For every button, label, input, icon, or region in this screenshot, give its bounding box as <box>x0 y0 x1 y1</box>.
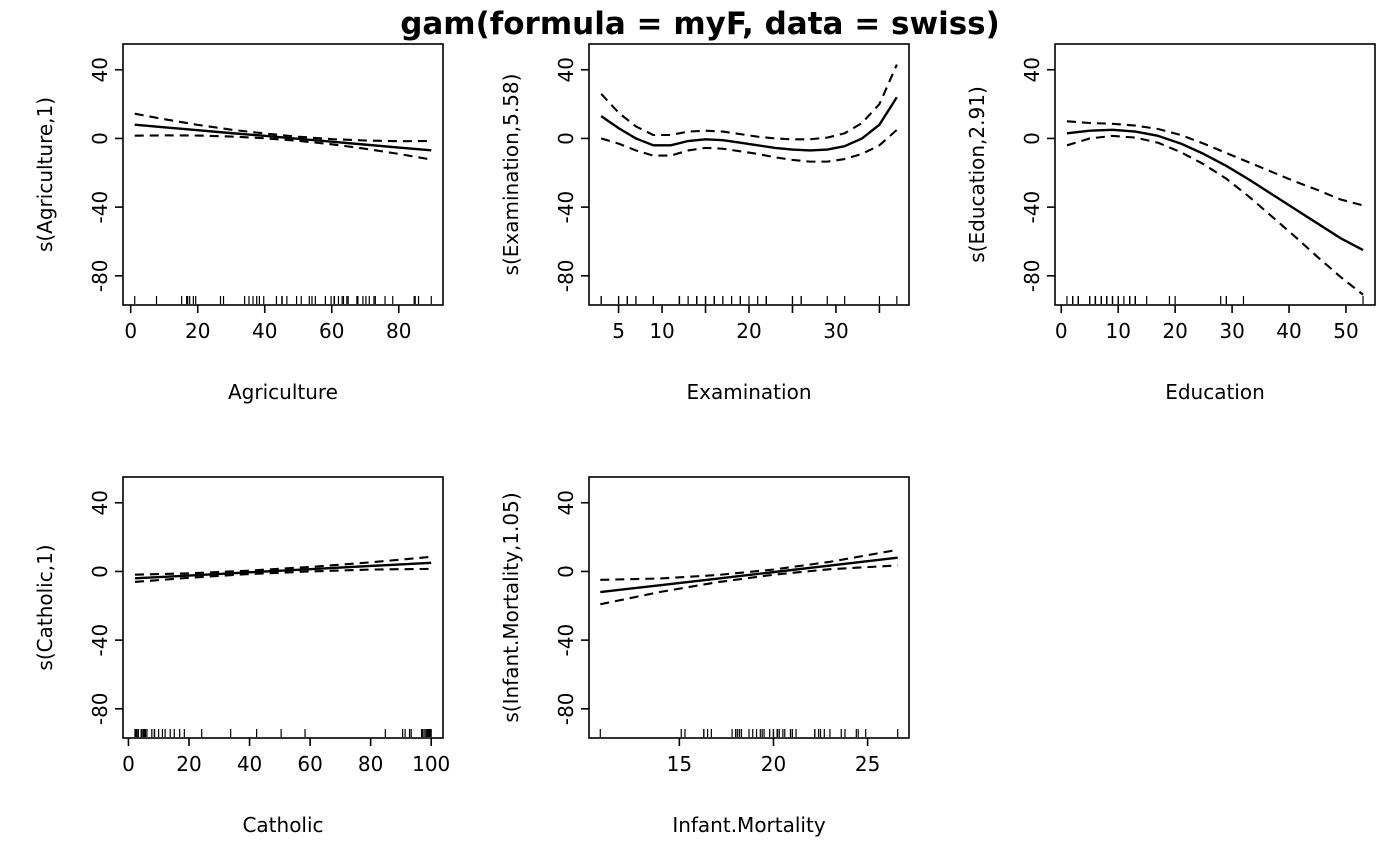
plot-box <box>122 43 444 306</box>
y-axis-title: s(Examination,5.58) <box>499 74 523 276</box>
upper-ci-line <box>600 64 898 141</box>
lower-ci-line <box>134 134 432 161</box>
x-axis-title: Education <box>1165 380 1265 404</box>
fit-line <box>600 556 898 594</box>
y-tick-label: -40 <box>554 624 578 657</box>
y-tick-label: -80 <box>88 259 112 292</box>
chart-svg-infant-mortality: 15 20 25 -80 -40 0 40 Infant.Mortality s(Infant.… <box>499 476 910 837</box>
x-axis-title: Examination <box>686 380 811 404</box>
lower-ci-line <box>600 564 898 606</box>
x-tick-label: 5 <box>612 319 625 343</box>
x-tick-label: 60 <box>319 319 344 343</box>
fit-line <box>134 123 432 152</box>
lower-ci-line <box>134 567 432 583</box>
y-tick-label: 40 <box>554 490 578 515</box>
x-tick-label: 80 <box>358 752 383 776</box>
fit-line <box>600 96 898 152</box>
y-tick-label: -40 <box>1020 191 1044 224</box>
y-tick-label: -80 <box>1020 259 1044 292</box>
x-tick-label: 0 <box>122 752 135 776</box>
x-tick-label: 0 <box>124 319 137 343</box>
chart-svg-examination: 5 10 20 30 -80 -40 0 40 Examination s(Examination… <box>499 43 910 404</box>
x-tick-label: 40 <box>1276 319 1301 343</box>
x-tick-label: 20 <box>736 319 761 343</box>
x-tick-label: 15 <box>667 752 692 776</box>
y-tick-label: -80 <box>554 692 578 725</box>
x-tick-label: 10 <box>649 319 674 343</box>
x-tick-label: 30 <box>823 319 848 343</box>
panel-education: 0 10 20 30 40 50 -80 -40 0 40 Education s(Education… <box>932 0 1398 433</box>
x-tick-label: 25 <box>855 752 880 776</box>
x-tick-label: 60 <box>297 752 322 776</box>
x-axis-title: Agriculture <box>228 380 338 404</box>
x-tick-label: 10 <box>1105 319 1130 343</box>
fit-line <box>134 561 432 580</box>
x-tick-label: 50 <box>1333 319 1358 343</box>
lower-ci-line <box>600 129 898 163</box>
y-tick-label: 40 <box>1020 57 1044 82</box>
y-tick-label: -40 <box>554 191 578 224</box>
y-tick-label: 40 <box>88 57 112 82</box>
x-tick-label: 80 <box>386 319 411 343</box>
lower-ci-line <box>1066 134 1364 296</box>
y-tick-label: 0 <box>554 565 578 578</box>
upper-ci-line <box>134 555 432 576</box>
y-axis-title: s(Catholic,1) <box>33 544 57 670</box>
y-tick-label: 0 <box>1020 132 1044 145</box>
plot-title: gam(formula = myF, data = swiss) <box>400 6 1000 42</box>
panel-infant-mortality: 15 20 25 -80 -40 0 40 Infant.Mortality s(Infant.… <box>466 433 932 866</box>
y-tick-label: -40 <box>88 191 112 224</box>
upper-ci-line <box>134 112 432 143</box>
y-tick-label: -80 <box>554 259 578 292</box>
panel-catholic: 0 20 40 60 80 100 -80 -40 0 40 Catholic s(Catholic,… <box>0 433 466 866</box>
y-axis-title: s(Infant.Mortality,1.05) <box>499 492 523 722</box>
x-tick-label: 40 <box>237 752 262 776</box>
y-tick-label: -80 <box>88 692 112 725</box>
y-tick-label: -40 <box>88 624 112 657</box>
y-tick-label: 40 <box>88 490 112 515</box>
x-tick-label: 20 <box>1162 319 1187 343</box>
chart-svg-education: 0 10 20 30 40 50 -80 -40 0 40 Education s(Education… <box>965 43 1376 404</box>
y-axis-title: s(Education,2.91) <box>965 86 989 262</box>
x-tick-label: 20 <box>185 319 210 343</box>
y-tick-label: 0 <box>554 132 578 145</box>
plot-box <box>588 476 910 739</box>
y-axis-title: s(Agriculture,1) <box>33 97 57 252</box>
chart-svg-agriculture: 0 20 40 60 80 -80 -40 0 40 Agriculture s(Agricultu… <box>33 43 444 404</box>
plot-box <box>1054 43 1376 306</box>
panel-examination: 5 10 20 30 -80 -40 0 40 Examination s(Examination… <box>466 0 932 433</box>
x-axis-title: Infant.Mortality <box>672 813 826 837</box>
panel-empty <box>932 433 1398 866</box>
x-axis-title: Catholic <box>242 813 323 837</box>
x-tick-label: 40 <box>252 319 277 343</box>
upper-ci-line <box>1066 120 1364 207</box>
x-tick-label: 0 <box>1055 319 1068 343</box>
upper-ci-line <box>600 548 898 581</box>
x-tick-label: 30 <box>1219 319 1244 343</box>
fit-line <box>1066 128 1364 252</box>
panel-agriculture: 0 20 40 60 80 -80 -40 0 40 Agriculture s(Agricultu… <box>0 0 466 433</box>
x-tick-label: 100 <box>412 752 450 776</box>
x-tick-label: 20 <box>761 752 786 776</box>
y-tick-label: 0 <box>88 132 112 145</box>
y-tick-label: 0 <box>88 565 112 578</box>
x-tick-label: 20 <box>176 752 201 776</box>
y-tick-label: 40 <box>554 57 578 82</box>
plot-box <box>588 43 910 306</box>
plot-box <box>122 476 444 739</box>
chart-svg-catholic: 0 20 40 60 80 100 -80 -40 0 40 Catholic s(Catholic,… <box>33 476 450 837</box>
